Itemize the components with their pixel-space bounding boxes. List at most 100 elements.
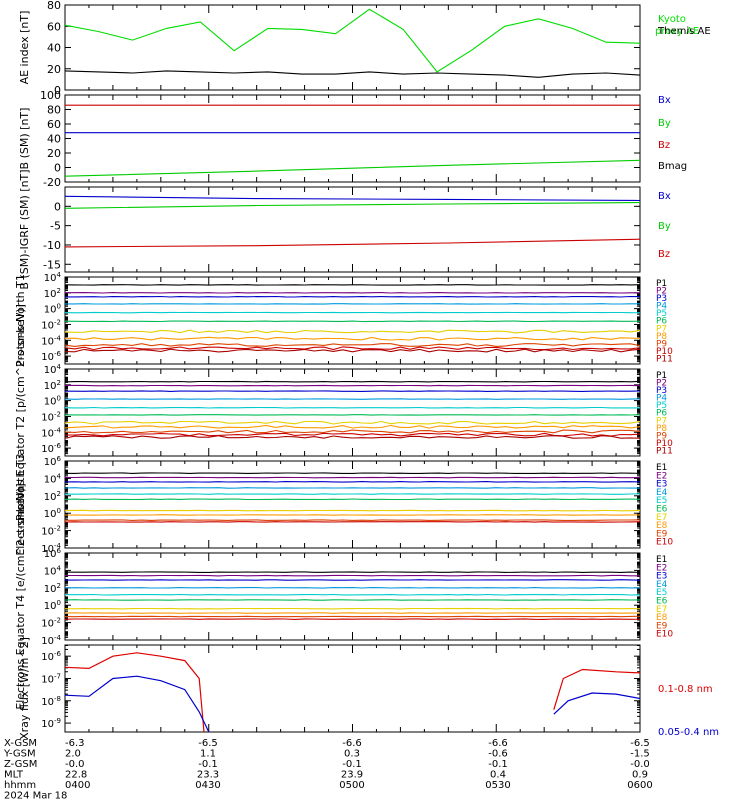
y-tick-label: 104 (44, 363, 62, 376)
y-tick-label: 0 (54, 162, 61, 175)
y-tick-label: 106 (44, 547, 62, 560)
series-line-e3 (64, 481, 641, 483)
y-tick-label: 102 (44, 379, 61, 392)
y-tick-label: 100 (44, 395, 61, 408)
series-line-p8 (64, 336, 641, 341)
orbit-row-label: MLT (4, 770, 24, 781)
orbit-row-value: 23.3 (197, 770, 219, 781)
y-axis-label: Electrons Equator T4 [e/(cm^2-s-sr-keV)] (14, 483, 27, 709)
legend-entry: 0.05-0.4 nm (658, 727, 719, 738)
legend-entry: E10 (656, 630, 673, 640)
y-tick-label: 102 (44, 582, 61, 595)
legend-entry: E1 (656, 555, 667, 565)
series-line-e8 (64, 514, 640, 516)
legend-entry: E4 (656, 488, 668, 498)
orbit-row-label: Y-GSM (3, 749, 36, 760)
series-line-p9 (64, 343, 641, 347)
legend-entry: P5 (656, 309, 667, 319)
orbit-row-value: 0400 (65, 780, 90, 791)
y-tick-label: 104 (44, 472, 62, 485)
orbit-row-value: 0530 (485, 780, 510, 791)
panel-7: 106 104 102 100 10-2 10-4 Electrons Equator T4… (14, 483, 673, 709)
orbit-row-value: 0600 (627, 780, 652, 791)
panel-frame (64, 94, 641, 183)
panel-8: 10-6 10-7 10-8 10-9 Xray flux [W/m^2] 0.1-0.8… (18, 637, 719, 740)
series-line-p8 (64, 424, 641, 429)
series-line-e10 (64, 618, 641, 620)
series-line-e3 (65, 579, 641, 581)
legend-entry: P3 (656, 294, 667, 304)
y-tick-label: 80 (47, 0, 61, 12)
y-tick-label: 106 (44, 455, 62, 468)
y-tick-label: 10-4 (41, 542, 61, 555)
series-line-0-05-0-4-nm (64, 675, 210, 733)
orbit-row-value: -1.5 (630, 749, 650, 760)
y-tick-label: 10-4 (41, 634, 61, 647)
series-line-p1 (64, 380, 641, 383)
orbit-row-value: -0.1 (198, 759, 218, 770)
legend-entry: P6 (656, 409, 667, 419)
series-line-p4 (64, 398, 641, 400)
y-tick-label: 0 (54, 84, 61, 97)
orbit-row-value: 0.9 (632, 770, 648, 781)
legend-entry: E9 (656, 621, 668, 631)
date-label: 2024 Mar 18 (4, 791, 67, 800)
orbit-row-label: X-GSM (4, 738, 37, 749)
orbit-row-value: -0.6 (488, 749, 508, 760)
y-axis-label: Protons Equator T2 [p/(cm^2-s-sr-keV)] (14, 304, 27, 521)
y-tick-label: 10-4 (41, 334, 61, 347)
legend-entry: E10 (656, 538, 673, 548)
y-tick-label: 102 (44, 490, 61, 503)
y-tick-label: 100 (40, 89, 61, 102)
y-tick-label: -15 (43, 258, 61, 271)
legend-entry: 0.1-0.8 nm (658, 684, 713, 695)
y-tick-label: 10-6 (41, 650, 61, 663)
series-line-by (64, 159, 641, 177)
y-tick-label: 10-9 (41, 717, 61, 730)
panel-frame (64, 552, 641, 641)
series-line-kyoto-proxy-ae (64, 8, 641, 73)
legend-entry: P9 (656, 431, 667, 441)
legend-entry: P9 (656, 339, 667, 349)
series-line-0-1-0-8-nm (64, 652, 205, 733)
orbit-row-value: 0430 (195, 780, 220, 791)
y-tick-label: 20 (47, 147, 61, 160)
legend-entry: Bz (658, 140, 670, 151)
orbit-row-value: 2.0 (65, 749, 81, 760)
legend-entry: E5 (656, 588, 667, 598)
orbit-row-value: 1.1 (200, 749, 216, 760)
legend-entry: P7 (656, 324, 667, 334)
panel-3: -15 -10 -5 0 B (SM)-IGRF (SM) [nT] Bx By Bz (18, 169, 671, 289)
orbit-row-value: -0.1 (488, 759, 508, 770)
y-tick-label: 100 (44, 303, 61, 316)
y-tick-label: 10-4 (41, 426, 61, 439)
series-line-p10 (64, 432, 641, 437)
y-tick-label: 10-2 (41, 617, 61, 630)
series-line-e2 (64, 476, 641, 479)
orbit-row-value: -0.1 (342, 759, 362, 770)
y-tick-label: 80 (47, 104, 61, 117)
series-line-e9 (65, 519, 641, 521)
legend-entry: E8 (656, 613, 668, 623)
legend-entry-proxy-ae: proxy AE (655, 26, 699, 37)
series-line-e4 (64, 587, 640, 589)
series-line-e2 (65, 574, 641, 577)
legend: 0.1-0.8 nm 0.05-0.4 nm (658, 684, 719, 738)
legend-entry-kyoto: Kyoto (658, 14, 686, 25)
legend-entry: E2 (656, 563, 667, 573)
orbit-row-value: -6.5 (630, 738, 650, 749)
series-line-e9 (64, 615, 641, 618)
series-line-p9 (64, 429, 641, 434)
legend-entry: E1 (656, 463, 667, 473)
legend-entry: P10 (656, 347, 673, 357)
y-tick-label: 100 (44, 507, 61, 520)
y-tick-label: 104 (44, 564, 62, 577)
y-tick-label: 100 (44, 599, 61, 612)
orbit-row-value: -0.0 (65, 759, 85, 770)
orbit-row-value: 23.9 (341, 770, 363, 781)
panel-5: 104 102 100 10-2 10-4 10-6 Protons Equator T2 … (14, 304, 673, 521)
series-line-p11 (64, 348, 641, 353)
